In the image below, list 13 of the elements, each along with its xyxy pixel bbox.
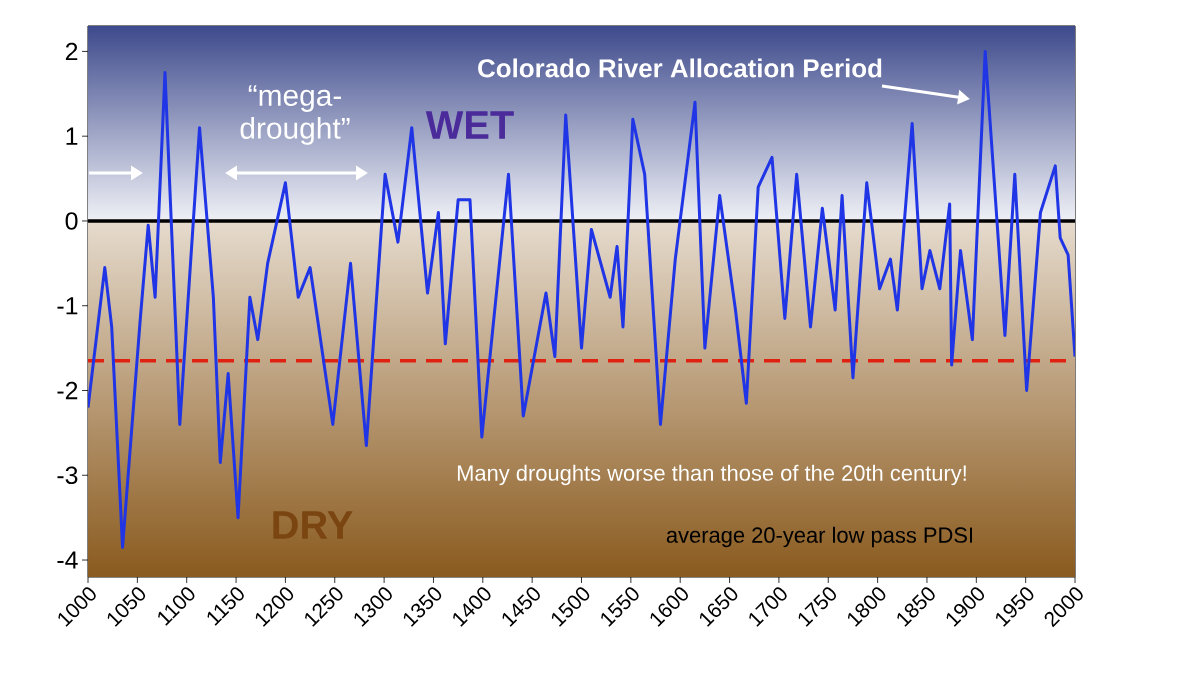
y-tick-label: -1: [57, 297, 78, 315]
annotation: Many droughts worse than those of the 20th century!: [457, 464, 966, 486]
annotation: average 20-year low pass PDSI: [666, 526, 973, 548]
line-series: [88, 49, 1076, 549]
y-tick-label: 1: [66, 127, 78, 145]
y-tick-label: 2: [65, 42, 78, 61]
annotation: “mega-drought”: [240, 85, 350, 145]
annotation: Colorado River Allocation Period: [478, 58, 882, 78]
y-tick-label: -2: [57, 381, 78, 400]
y-tick-label: -4: [57, 551, 78, 569]
y-tick-label: -3: [57, 466, 78, 485]
annotation: WET: [425, 111, 514, 139]
y-tick-label: 0: [65, 212, 78, 230]
